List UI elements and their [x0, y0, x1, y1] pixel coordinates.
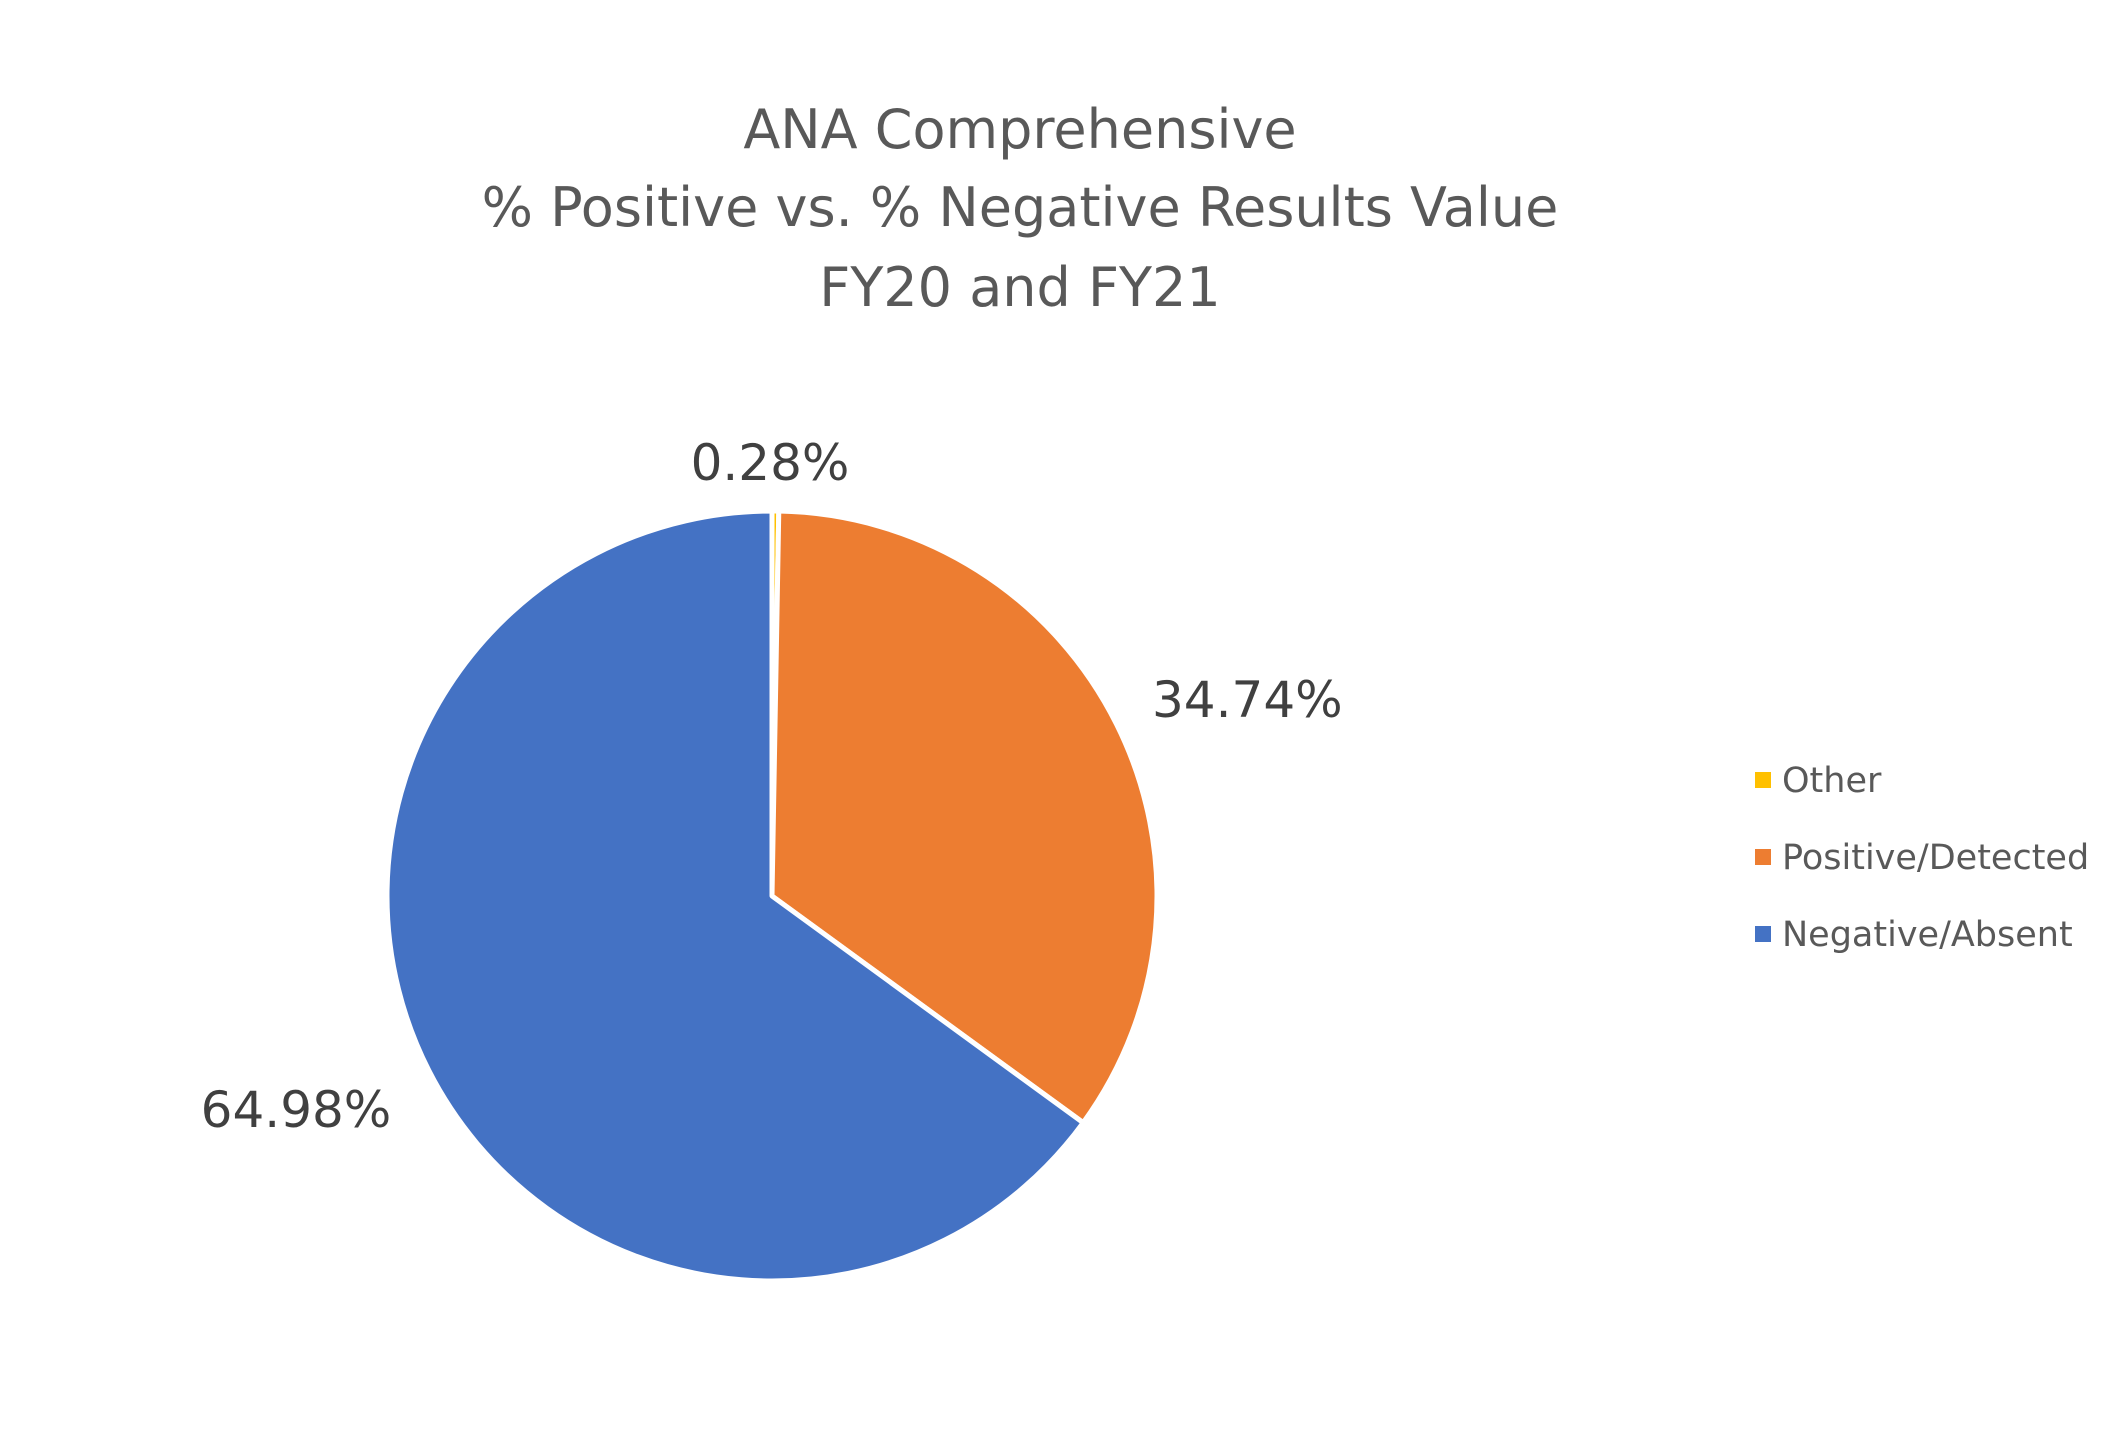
data-label-other: 0.28%	[691, 434, 850, 492]
legend-swatch-other	[1755, 772, 1771, 788]
data-labels: 0.28% 34.74% 64.98%	[201, 434, 1343, 1139]
chart-title: ANA Comprehensive % Positive vs. % Negat…	[482, 98, 1559, 319]
legend-label-positive-detected: Positive/Detected	[1782, 838, 2089, 878]
legend-label-other: Other	[1782, 761, 1882, 801]
data-label-positive-detected: 34.74%	[1152, 671, 1343, 729]
pie-slice-positive-detected	[769, 508, 1160, 1126]
legend-item-positive-detected: Positive/Detected	[1755, 838, 2089, 878]
data-label-negative-absent: 64.98%	[201, 1081, 392, 1139]
chart-title-line-2: % Positive vs. % Negative Results Value	[482, 176, 1559, 239]
legend-swatch-negative-absent	[1755, 926, 1771, 942]
chart-title-line-1: ANA Comprehensive	[743, 98, 1296, 161]
pie-slice-negative-absent	[384, 508, 1086, 1284]
legend-item-negative-absent: Negative/Absent	[1755, 915, 2073, 955]
legend-item-other: Other	[1755, 761, 1882, 801]
pie-slices	[384, 508, 1160, 1284]
chart-title-line-3: FY20 and FY21	[819, 256, 1220, 319]
legend: Other Positive/Detected Negative/Absent	[1755, 761, 2089, 955]
legend-label-negative-absent: Negative/Absent	[1782, 915, 2073, 955]
legend-swatch-positive-detected	[1755, 849, 1771, 865]
